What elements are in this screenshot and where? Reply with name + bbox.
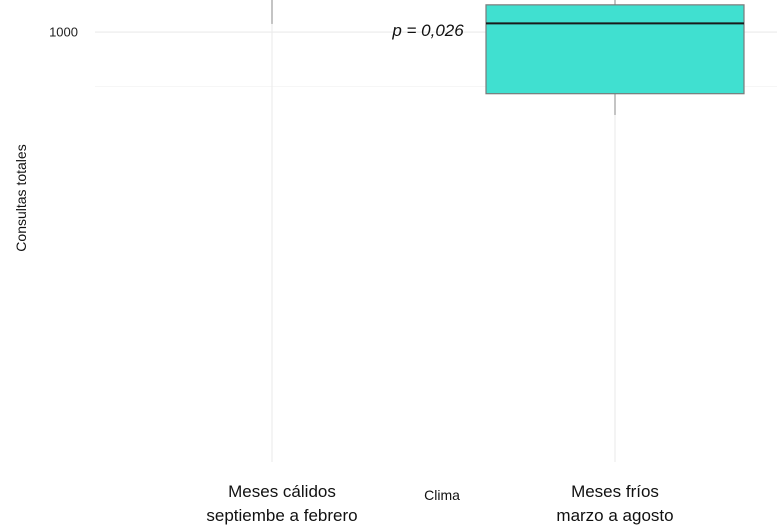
box-2 xyxy=(485,0,745,115)
plot-area xyxy=(271,0,745,115)
x-category-label: Meses cálidos septiembe a febrero xyxy=(206,482,357,525)
x-category-label-line: Meses fríos xyxy=(571,482,659,501)
x-category-label: Meses fríos marzo a agosto xyxy=(556,482,673,525)
x-category-label-line: marzo a agosto xyxy=(556,506,673,525)
y-axis: 1000120014001600 xyxy=(49,25,78,40)
x-axis: Meses cálidos septiembe a febrero Meses fr… xyxy=(206,482,673,525)
x-category-label-line: septiembe a febrero xyxy=(206,506,357,525)
p-value-annotation: p = 0,026 xyxy=(391,21,464,40)
box-body xyxy=(485,4,745,95)
x-axis-title: Clima xyxy=(424,487,460,503)
x-category-label-line: Meses cálidos xyxy=(228,482,336,501)
box-1 xyxy=(271,0,273,24)
y-tick-label: 1000 xyxy=(49,25,78,40)
y-axis-title: Consultas totales xyxy=(13,144,29,251)
